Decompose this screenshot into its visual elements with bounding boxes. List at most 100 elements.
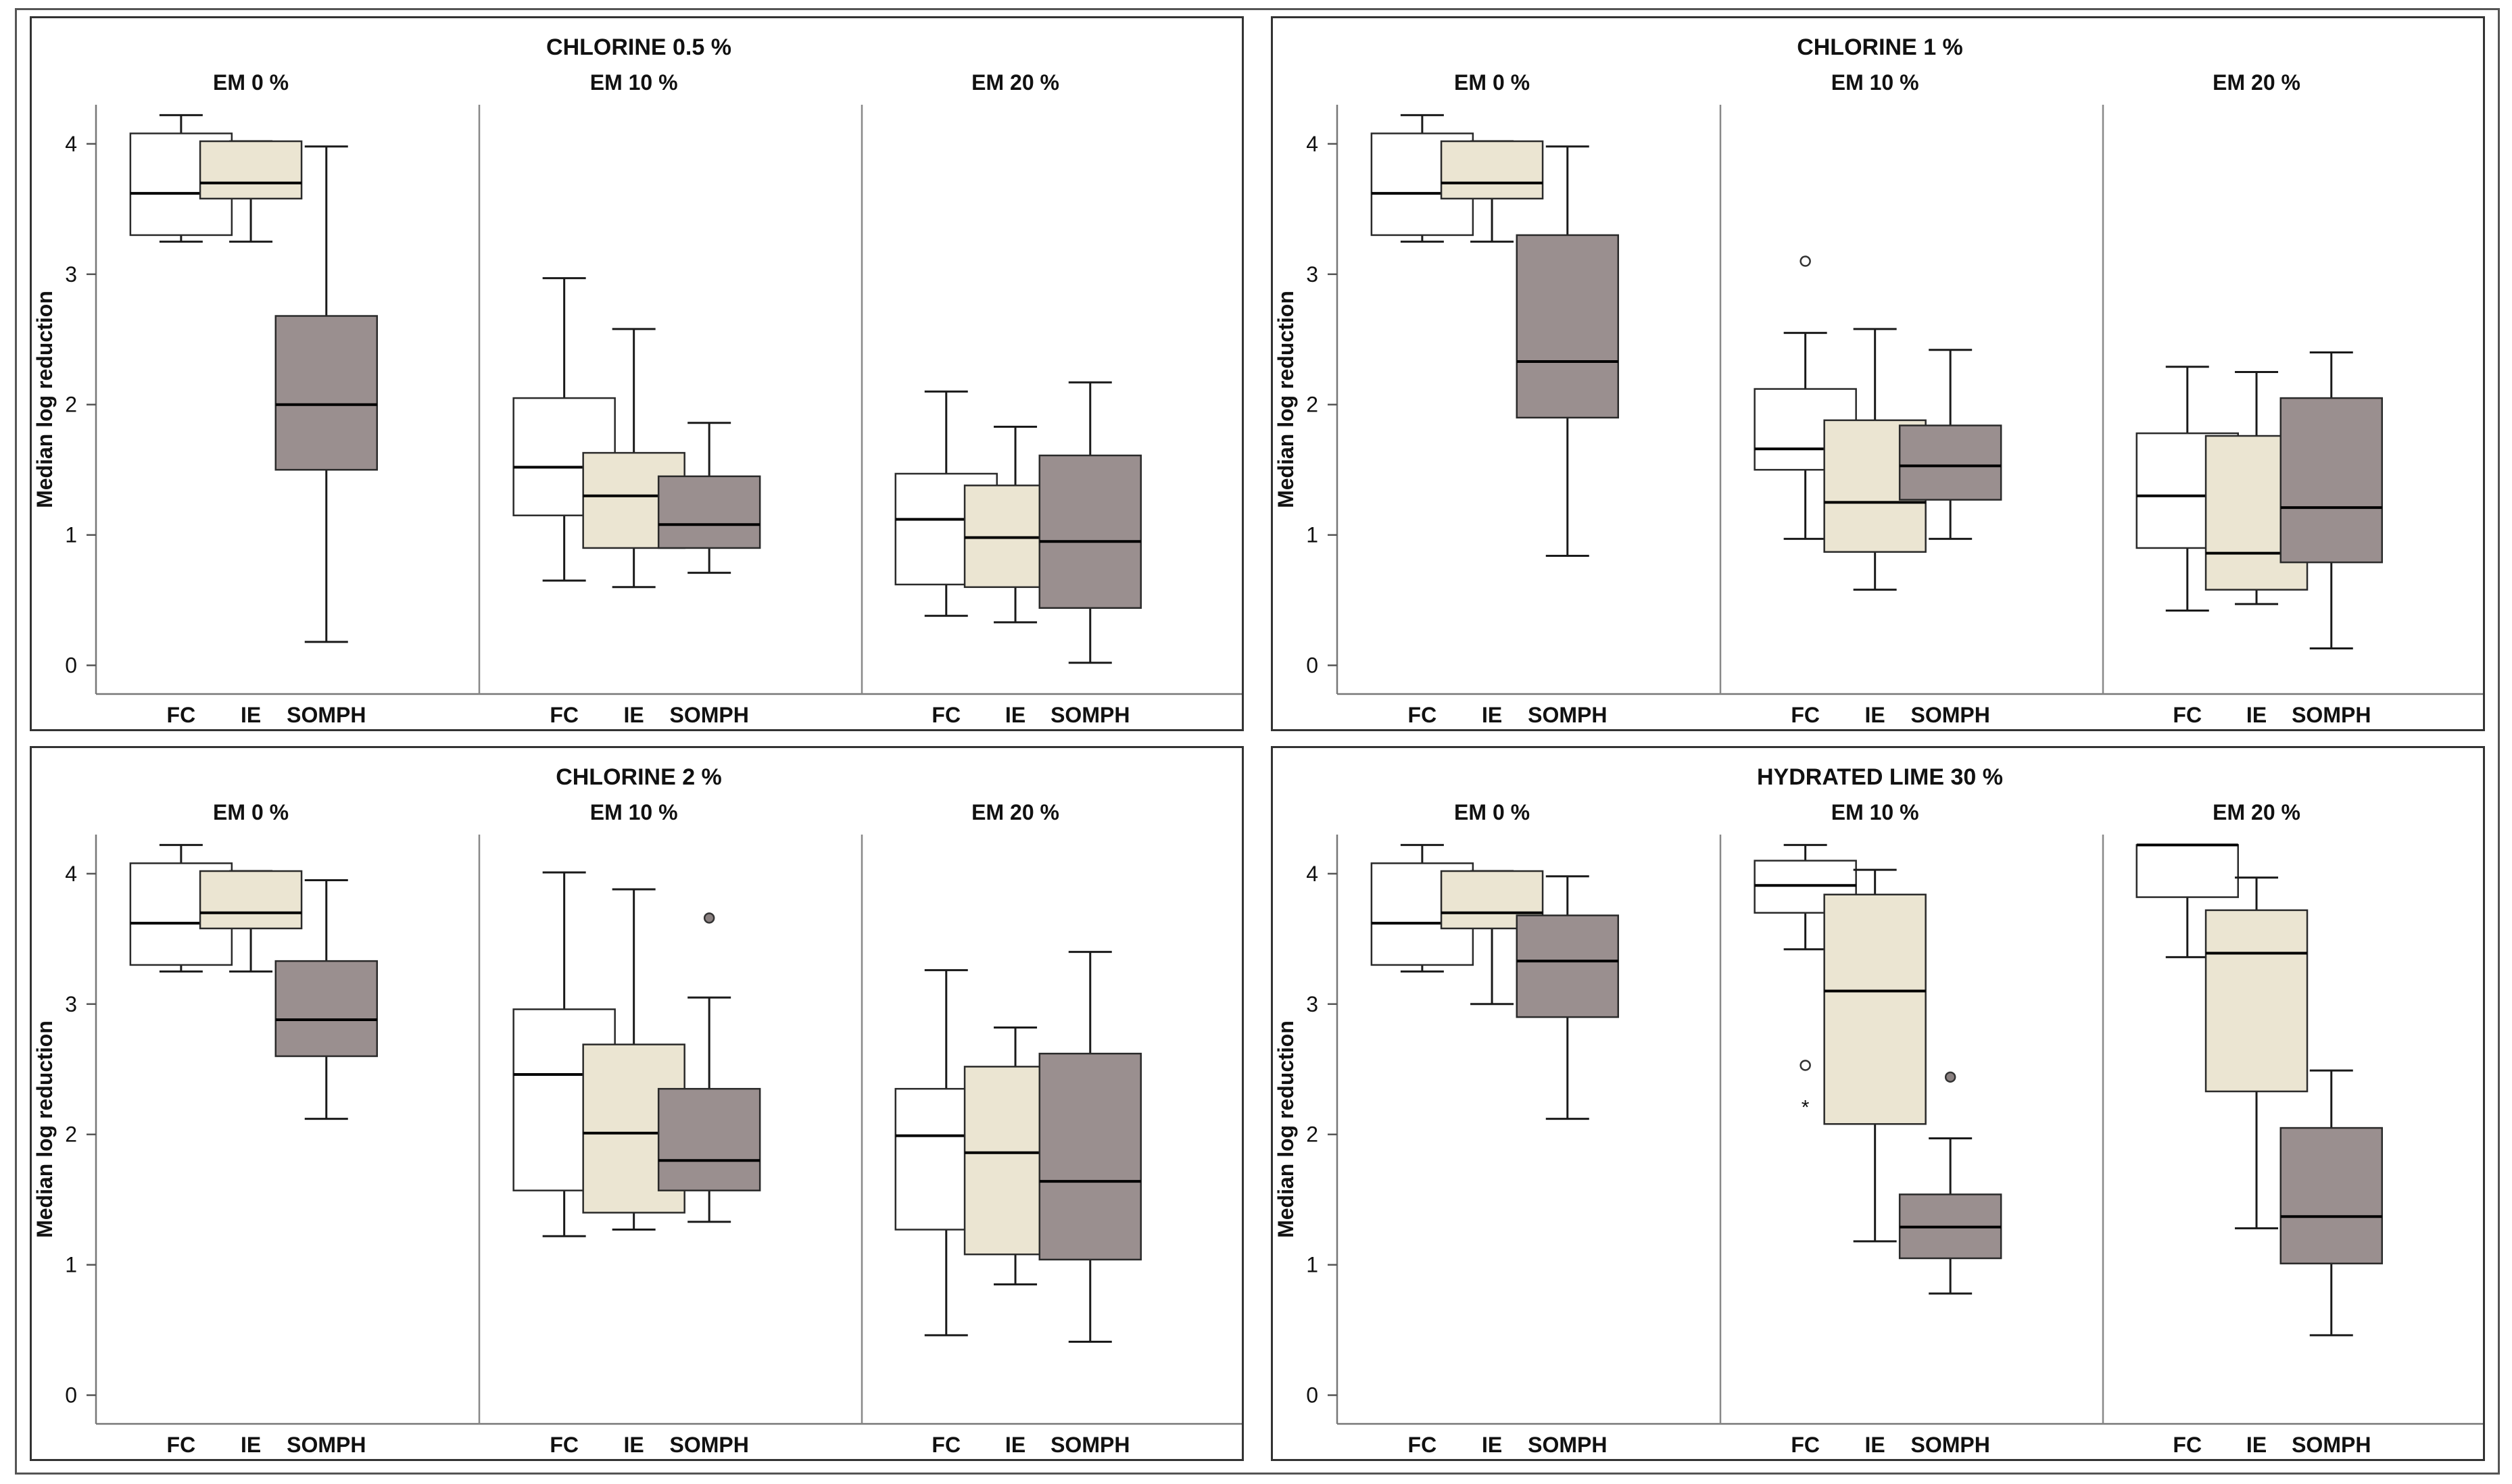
y-axis-label: Median log reduction — [1274, 1020, 1298, 1238]
box-ie — [1823, 893, 1927, 1125]
y-tick-label: 2 — [65, 1122, 77, 1147]
box-somph — [274, 315, 379, 471]
chart-chlorine-0-5: CHLORINE 0.5 % 0 1 2 3 4 Median log reduction… — [32, 34, 1242, 727]
group-label: EM 0 % — [1454, 70, 1530, 95]
x-tick-label: FC — [1791, 1433, 1820, 1457]
panel-title: CHLORINE 2 % — [556, 764, 722, 790]
x-tick-label: FC — [550, 703, 579, 727]
x-tick-label: FC — [167, 1433, 196, 1457]
box-somph — [1516, 914, 1620, 1018]
panel-title: CHLORINE 1 % — [1797, 34, 1963, 60]
x-tick-label: IE — [1482, 1433, 1502, 1457]
x-tick-label: IE — [624, 1433, 644, 1457]
group-label: EM 10 % — [1831, 70, 1919, 95]
y-tick-label: 3 — [1306, 262, 1318, 287]
x-tick-label: FC — [2173, 1433, 2202, 1457]
y-tick-label: 1 — [65, 523, 77, 547]
box-ie — [199, 140, 303, 200]
x-tick-label: IE — [241, 703, 261, 727]
box-somph — [274, 960, 379, 1058]
panel-chlorine-2: CHLORINE 2 % 0 1 2 3 4 Median log reduction EM… — [30, 746, 1244, 1461]
group-label: EM 20 % — [971, 800, 1059, 824]
y-tick-label: 3 — [65, 262, 77, 287]
x-tick-label: FC — [1791, 703, 1820, 727]
x-tick-label: FC — [2173, 703, 2202, 727]
group-label: EM 0 % — [213, 800, 289, 824]
outlier-star: * — [1802, 1096, 1810, 1118]
y-tick-label: 3 — [65, 992, 77, 1016]
group-label: EM 20 % — [2213, 70, 2300, 95]
x-tick-label: SOMPH — [1050, 1433, 1130, 1457]
box-somph — [2279, 1127, 2384, 1264]
y-tick-label: 0 — [65, 1383, 77, 1408]
y-axis-label: Median log reduction — [32, 1020, 57, 1238]
x-tick-label: IE — [1005, 703, 1025, 727]
x-tick-label: IE — [1865, 703, 1885, 727]
outlier-point — [1800, 1060, 1811, 1071]
y-tick-label: 0 — [1306, 653, 1318, 678]
x-tick-label: IE — [624, 703, 644, 727]
group-label: EM 20 % — [2213, 800, 2300, 824]
plot-area: 0 1 2 3 4 Median log reduction EM 0 % FC IE SOMPH… — [32, 800, 1242, 1457]
x-tick-label: SOMPH — [287, 703, 366, 727]
box-somph — [657, 475, 761, 549]
x-tick-label: IE — [2246, 1433, 2267, 1457]
box-somph — [657, 1087, 761, 1191]
y-tick-label: 2 — [1306, 393, 1318, 417]
x-tick-label: FC — [167, 703, 196, 727]
box-ie — [2204, 909, 2309, 1093]
x-tick-label: IE — [241, 1433, 261, 1457]
chart-hydrated-lime-30: HYDRATED LIME 30 % 0 1 2 3 4 Median log reduc… — [1274, 764, 2483, 1457]
y-tick-label: 1 — [65, 1253, 77, 1277]
x-tick-label: FC — [1408, 1433, 1437, 1457]
panel-chlorine-0-5: CHLORINE 0.5 % 0 1 2 3 4 Median log reduction… — [30, 16, 1244, 731]
box-fc — [2135, 844, 2240, 898]
plot-area: 0 1 2 3 4 Median log reduction EM 0 % FC IE SOMPH… — [1274, 800, 2483, 1457]
y-tick-label: 3 — [1306, 992, 1318, 1016]
y-tick-label: 0 — [65, 653, 77, 678]
x-tick-label: FC — [550, 1433, 579, 1457]
x-tick-label: SOMPH — [1528, 1433, 1607, 1457]
y-axis-label: Median log reduction — [1274, 291, 1298, 508]
y-axis-label: Median log reduction — [32, 291, 57, 508]
y-tick-label: 2 — [65, 393, 77, 417]
x-tick-label: FC — [1408, 703, 1437, 727]
x-tick-label: SOMPH — [287, 1433, 366, 1457]
plot-area: 0 1 2 3 4 Median log reduction EM 0 % FC IE SOMPH… — [1274, 70, 2483, 727]
y-tick-label: 2 — [1306, 1122, 1318, 1147]
group-label: EM 0 % — [213, 70, 289, 95]
y-tick-label: 0 — [1306, 1383, 1318, 1408]
x-tick-label: IE — [1865, 1433, 1885, 1457]
box-ie — [1440, 140, 1544, 200]
chart-chlorine-2: CHLORINE 2 % 0 1 2 3 4 Median log reduction EM… — [32, 764, 1242, 1457]
group-label: EM 20 % — [971, 70, 1059, 95]
y-tick-label: 1 — [1306, 523, 1318, 547]
x-tick-label: SOMPH — [1050, 703, 1130, 727]
figure-frame — [15, 8, 2500, 1475]
x-tick-label: SOMPH — [2292, 703, 2371, 727]
panel-chlorine-1: CHLORINE 1 % 0 1 2 3 4 Median log reduction EM… — [1271, 16, 2485, 731]
x-tick-label: IE — [1482, 703, 1502, 727]
box-ie — [199, 870, 303, 930]
panel-hydrated-lime-30: HYDRATED LIME 30 % 0 1 2 3 4 Median log reduc… — [1271, 746, 2485, 1461]
x-tick-label: FC — [932, 703, 961, 727]
outlier-point — [703, 912, 715, 924]
y-tick-label: 4 — [1306, 862, 1318, 886]
box-somph — [2279, 397, 2384, 564]
outlier-point — [1800, 255, 1811, 267]
box-somph — [1038, 1052, 1142, 1261]
x-tick-label: SOMPH — [1910, 1433, 1989, 1457]
outlier-point — [1944, 1071, 1956, 1083]
x-tick-label: SOMPH — [669, 1433, 748, 1457]
y-tick-label: 4 — [65, 862, 77, 886]
box-ie — [1440, 870, 1544, 930]
chart-chlorine-1: CHLORINE 1 % 0 1 2 3 4 Median log reduction EM… — [1274, 34, 2483, 727]
panel-title: CHLORINE 0.5 % — [546, 34, 731, 60]
x-tick-label: SOMPH — [1910, 703, 1989, 727]
x-tick-label: IE — [1005, 1433, 1025, 1457]
box-somph — [1516, 234, 1620, 419]
box-somph — [1038, 454, 1142, 609]
x-tick-label: SOMPH — [2292, 1433, 2371, 1457]
group-label: EM 10 % — [1831, 800, 1919, 824]
